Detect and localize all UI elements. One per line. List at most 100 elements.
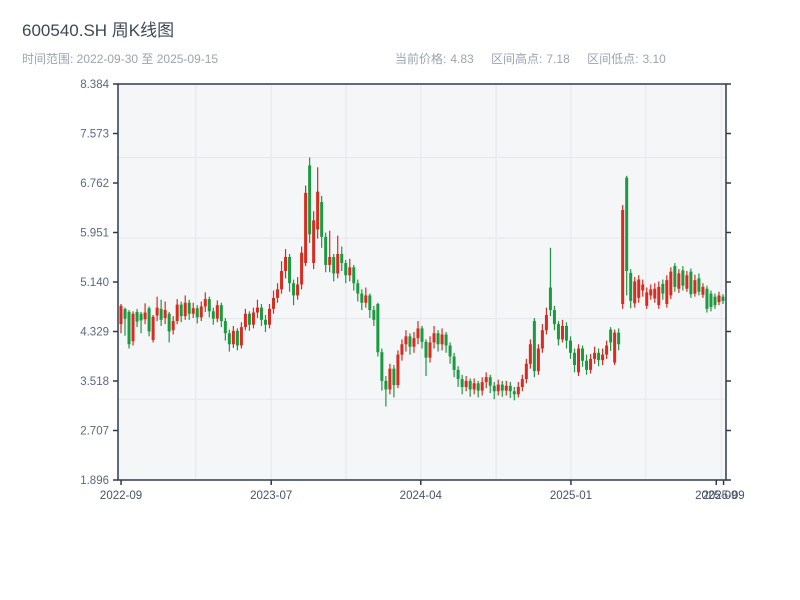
stat-range-low: 区间低点: 3.10 — [587, 52, 666, 66]
stat-current-price-label: 当前价格: — [395, 52, 447, 66]
candle-body — [617, 332, 621, 345]
candle-body — [123, 308, 127, 319]
candle-body — [432, 333, 436, 343]
candle-body — [693, 280, 697, 294]
candle-body — [139, 313, 143, 321]
candle-body — [308, 165, 312, 235]
candle-body — [448, 345, 452, 357]
candle-body — [488, 377, 492, 386]
candle-body — [601, 354, 605, 361]
y-axis-label: 5.140 — [80, 277, 109, 289]
candle-body — [661, 283, 665, 294]
candle-body — [344, 263, 348, 276]
candle-body — [207, 299, 211, 312]
candle-body — [496, 384, 500, 392]
candle-body — [633, 281, 637, 304]
stat-range-high-label: 区间高点: — [491, 52, 543, 66]
candle-body — [556, 324, 560, 340]
candle-body — [215, 305, 219, 319]
candle-body — [380, 352, 384, 381]
candle-body — [384, 380, 388, 390]
candle-body — [332, 256, 336, 274]
candle-body — [179, 304, 183, 317]
candle-body — [400, 344, 404, 355]
candle-body — [408, 336, 412, 347]
candle-body — [476, 383, 480, 391]
candle-body — [420, 328, 424, 342]
candle-body — [171, 321, 175, 331]
candle-body — [352, 267, 356, 284]
candle-body — [247, 313, 251, 325]
plot-area — [118, 84, 726, 480]
candle-body — [131, 313, 135, 342]
candle-body — [376, 303, 380, 353]
candle-body — [251, 312, 255, 325]
candle-body — [460, 379, 464, 387]
candle-body — [480, 382, 484, 391]
candle-body — [223, 321, 227, 334]
candle-body — [284, 256, 288, 272]
candle-body — [267, 308, 271, 325]
candle-body — [472, 383, 476, 390]
candle-body — [211, 311, 215, 319]
candle-body — [364, 295, 368, 303]
y-axis-label: 2.707 — [80, 426, 109, 438]
candle-body — [597, 352, 601, 361]
candle-body — [127, 311, 131, 345]
y-axis-label: 7.573 — [80, 129, 109, 141]
candle-body — [263, 319, 267, 325]
y-axis-label: 8.384 — [80, 79, 109, 91]
stat-range-low-label: 区间低点: — [587, 52, 639, 66]
candle-body — [452, 356, 456, 370]
candle-body — [709, 293, 713, 308]
candle-body — [637, 279, 641, 298]
candle-body — [516, 386, 520, 395]
candle-body — [348, 267, 352, 276]
candle-body — [681, 270, 685, 286]
candle-body — [163, 310, 167, 319]
candle-body — [239, 327, 243, 346]
candle-body — [548, 287, 552, 311]
page-title: 600540.SH 周K线图 — [22, 21, 175, 40]
candle-body — [424, 341, 428, 358]
x-axis-label: 2023-07 — [250, 490, 292, 502]
candle-body — [568, 340, 572, 353]
candle-body — [436, 333, 440, 345]
candle-body — [524, 363, 528, 380]
candle-body — [605, 345, 609, 355]
candle-body — [356, 283, 360, 294]
x-axis-label: 2024-04 — [400, 490, 443, 502]
candle-body — [191, 308, 195, 314]
candle-body — [629, 272, 633, 301]
candle-body — [721, 296, 725, 301]
candle-body — [484, 377, 488, 383]
candle-body — [577, 348, 581, 373]
candle-body — [288, 256, 292, 284]
candle-body — [255, 307, 259, 313]
candle-body — [649, 289, 653, 296]
candle-body — [292, 283, 296, 296]
candle-body — [143, 312, 147, 320]
stat-range-high-value: 7.18 — [546, 52, 570, 66]
candle-body — [147, 308, 151, 332]
candle-body — [468, 380, 472, 390]
candle-body — [464, 380, 468, 387]
candle-body — [392, 368, 396, 386]
candle-body — [372, 310, 376, 320]
candle-body — [673, 266, 677, 287]
candle-body — [653, 288, 657, 299]
y-axis-label: 5.951 — [80, 228, 109, 240]
candle-body — [713, 296, 717, 306]
candle-body — [199, 306, 203, 318]
stat-range-low-value: 3.10 — [642, 52, 666, 66]
x-axis-label: 2025-09 — [695, 490, 737, 502]
candle-body — [243, 313, 247, 328]
candle-body — [272, 297, 276, 309]
candle-body — [641, 284, 645, 291]
candle-body — [159, 308, 163, 320]
candle-body — [536, 348, 540, 372]
candle-body — [645, 292, 649, 306]
candle-body — [259, 307, 263, 320]
y-axis-label: 6.762 — [80, 178, 109, 190]
